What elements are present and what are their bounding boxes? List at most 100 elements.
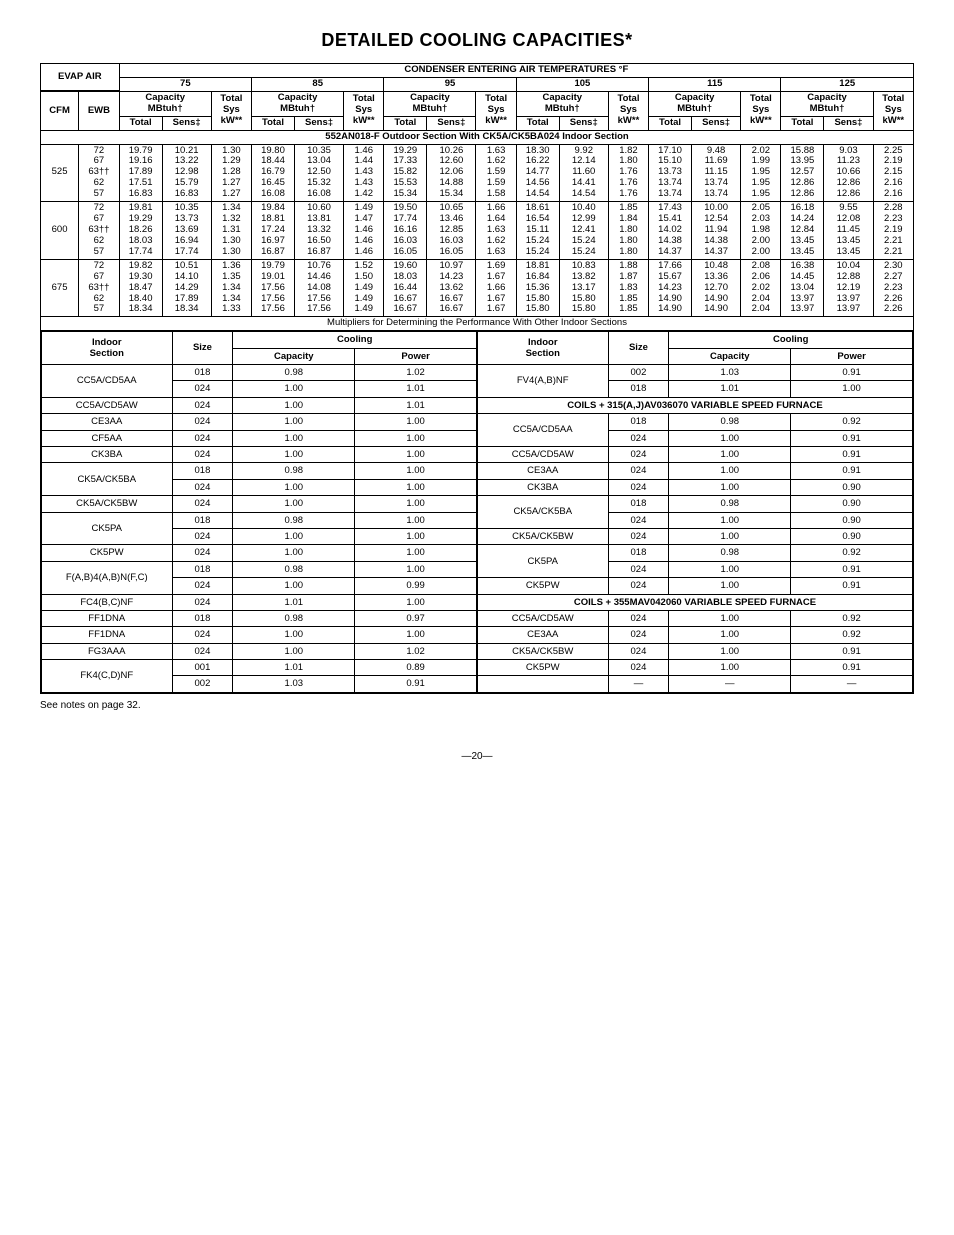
mult-cell: —	[608, 676, 669, 692]
mult-cell: 002	[172, 676, 233, 692]
cfm-cell: 675	[41, 259, 79, 317]
mult-cell: 0.98	[233, 512, 355, 528]
mult-cell: 1.00	[669, 447, 791, 463]
mult-cell: 1.00	[233, 578, 355, 594]
mult-cell: 002	[608, 365, 669, 381]
mult-cell: 0.92	[791, 627, 913, 643]
data-cell: 1.301.291.281.271.27	[211, 144, 251, 202]
ewb-cell: 726763††6257	[79, 202, 120, 260]
indoor-section-cell: CK5A/CK5BA	[478, 496, 609, 529]
mult-header: Cooling	[669, 332, 913, 348]
mult-cell: 0.98	[233, 365, 355, 381]
multipliers-bar: Multipliers for Determining the Performa…	[41, 317, 914, 331]
data-cell: 2.282.232.192.212.21	[873, 202, 913, 260]
mult-cell: 1.00	[355, 528, 477, 544]
mult-cell: 1.00	[233, 643, 355, 659]
mult-cell: 0.91	[355, 676, 477, 692]
mult-cell: 024	[608, 447, 669, 463]
total-header: Total	[119, 116, 162, 130]
mult-cell: 024	[172, 397, 233, 413]
data-cell: 2.052.031.982.002.00	[741, 202, 781, 260]
data-cell: 1.851.841.801.801.80	[608, 202, 648, 260]
mult-cell: 0.98	[669, 545, 791, 561]
mult-cell: 024	[608, 528, 669, 544]
mult-cell: 018	[172, 512, 233, 528]
condenser-header: CONDENSER ENTERING AIR TEMPERATURES °F	[119, 64, 913, 78]
total-sys-header: TotalSyskW**	[608, 91, 648, 130]
mult-cell: 0.91	[791, 463, 913, 479]
mult-cell: 1.01	[233, 594, 355, 610]
data-cell: 16.1814.2412.8413.4513.45	[781, 202, 824, 260]
indoor-section-cell: FK4(C,D)NF	[42, 660, 173, 693]
mult-subheader: Capacity	[233, 348, 355, 364]
mult-cell: 1.00	[669, 610, 791, 626]
indoor-section-cell	[478, 676, 609, 692]
mult-cell: 1.01	[355, 397, 477, 413]
data-cell: 10.4012.9912.4115.2415.24	[559, 202, 608, 260]
data-cell: 1.521.501.491.491.49	[344, 259, 384, 317]
mult-cell: 1.00	[355, 447, 477, 463]
mult-cell: 0.99	[355, 578, 477, 594]
data-cell: 18.6116.5415.1115.2415.24	[516, 202, 559, 260]
data-cell: 1.461.441.431.431.42	[344, 144, 384, 202]
mult-cell: 024	[608, 463, 669, 479]
indoor-section-cell: CK5PA	[478, 545, 609, 578]
temp-header: 115	[649, 77, 781, 91]
footnote: See notes on page 32.	[40, 700, 914, 711]
indoor-section-cell: CK5PA	[42, 512, 173, 545]
ewb-cell: 726763††6257	[79, 144, 120, 202]
mult-cell: 024	[608, 627, 669, 643]
data-cell: 10.3513.0412.5015.3216.08	[294, 144, 343, 202]
mult-cell: 024	[172, 528, 233, 544]
data-cell: 9.0311.2310.6612.8612.86	[824, 144, 873, 202]
data-cell: 19.8219.3018.4718.4018.34	[119, 259, 162, 317]
indoor-section-cell: FC4(B,C)NF	[42, 594, 173, 610]
mult-subheader: Capacity	[669, 348, 791, 364]
mult-cell: 1.00	[233, 397, 355, 413]
mult-cell: 018	[172, 365, 233, 381]
data-cell: 9.4811.6911.1513.7413.74	[692, 144, 741, 202]
mult-cell: 024	[608, 479, 669, 495]
mult-cell: 024	[172, 381, 233, 397]
data-cell: 16.3814.4513.0413.9713.97	[781, 259, 824, 317]
mult-cell: 024	[172, 594, 233, 610]
data-cell: 10.9714.2313.6216.6716.67	[427, 259, 476, 317]
mult-cell: 024	[172, 479, 233, 495]
total-sys-header: TotalSyskW**	[741, 91, 781, 130]
capacity-header: CapacityMBtuh†	[649, 91, 741, 116]
page-title: DETAILED COOLING CAPACITIES*	[40, 30, 914, 51]
data-cell: 1.631.621.591.591.58	[476, 144, 516, 202]
coil-bar: COILS + 315(A,J)AV036070 VARIABLE SPEED …	[478, 397, 913, 413]
indoor-section-cell: CK5A/CK5BW	[478, 528, 609, 544]
mult-cell: 0.98	[669, 496, 791, 512]
mult-cell: 1.02	[355, 365, 477, 381]
cfm-header: CFM	[41, 91, 79, 130]
mult-cell: 1.00	[355, 545, 477, 561]
indoor-section-cell: FF1DNA	[42, 610, 173, 626]
temp-header: 95	[384, 77, 516, 91]
data-cell: 1.881.871.831.851.85	[608, 259, 648, 317]
mult-cell: 024	[608, 512, 669, 528]
total-header: Total	[252, 116, 295, 130]
data-cell: 10.5114.1014.2917.8918.34	[162, 259, 211, 317]
cooling-capacity-table: EVAP AIR CONDENSER ENTERING AIR TEMPERAT…	[40, 63, 914, 694]
mult-cell: 018	[608, 545, 669, 561]
total-sys-header: TotalSyskW**	[476, 91, 516, 130]
mult-cell: 1.00	[355, 463, 477, 479]
mult-cell: 1.01	[233, 660, 355, 676]
data-cell: 19.6018.0316.4416.6716.67	[384, 259, 427, 317]
page-number: —20—	[40, 751, 914, 762]
indoor-section-cell: CE3AA	[478, 463, 609, 479]
indoor-section-cell: FV4(A,B)NF	[478, 365, 609, 398]
mult-cell: 1.00	[233, 381, 355, 397]
mult-cell: 1.00	[669, 479, 791, 495]
mult-cell: 024	[172, 578, 233, 594]
total-sys-header: TotalSyskW**	[211, 91, 251, 130]
mult-cell: 0.92	[791, 414, 913, 430]
mult-cell: 0.91	[791, 365, 913, 381]
data-cell: 18.8116.8415.3615.8015.80	[516, 259, 559, 317]
temp-header: 125	[781, 77, 914, 91]
indoor-section-cell: CK5A/CK5BA	[42, 463, 173, 496]
indoor-section-cell: FF1DNA	[42, 627, 173, 643]
sens-header: Sens‡	[692, 116, 741, 130]
